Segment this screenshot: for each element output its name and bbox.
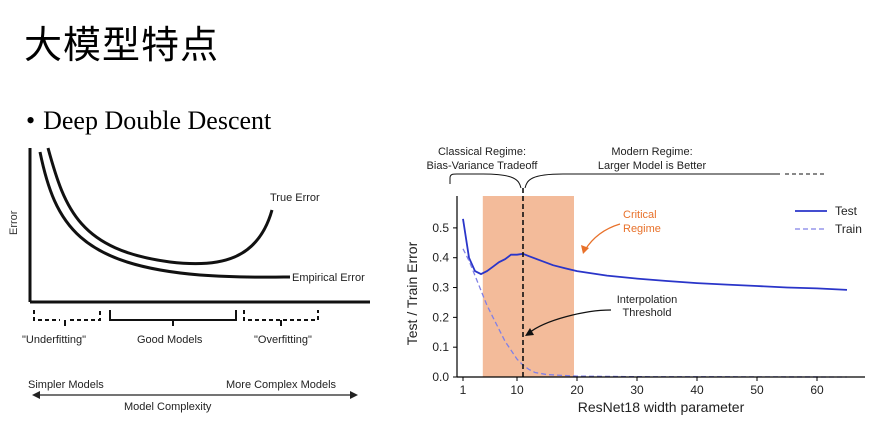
legend-label-test: Test bbox=[835, 204, 858, 218]
bullet-item: • Deep Double Descent bbox=[26, 106, 271, 136]
x-tick-label: 10 bbox=[510, 383, 524, 397]
x-tick-label: 40 bbox=[690, 383, 704, 397]
underfitting-bracket bbox=[33, 310, 101, 326]
critical-regime-arrow bbox=[584, 223, 621, 251]
critical-regime-label: Regime bbox=[623, 223, 661, 235]
true-error-label: True Error bbox=[270, 192, 320, 204]
chart-y-label: Test / Train Error bbox=[404, 241, 420, 345]
critical-regime-shade bbox=[482, 196, 574, 377]
x-tick-label: 60 bbox=[810, 383, 824, 397]
y-tick-label: 0.2 bbox=[432, 310, 449, 324]
classical-regime-label: Bias-Variance Tradeoff bbox=[427, 160, 539, 172]
overfitting-bracket bbox=[243, 310, 319, 326]
classical-regime-label: Classical Regime: bbox=[438, 146, 526, 158]
interpolation-threshold-arrowhead bbox=[525, 328, 534, 336]
underfitting-label: "Underfitting" bbox=[22, 334, 86, 346]
y-tick-label: 0.3 bbox=[432, 281, 449, 295]
series-line-train bbox=[462, 248, 848, 378]
good-models-bracket bbox=[109, 310, 237, 326]
good-models-label: Good Models bbox=[137, 334, 203, 346]
interpolation-threshold-arrow bbox=[528, 309, 612, 334]
empirical-error-curve bbox=[38, 151, 291, 279]
arrow-right-head bbox=[350, 391, 358, 399]
critical-regime-arrowhead bbox=[581, 245, 589, 254]
x-tick-label: 1 bbox=[460, 383, 467, 397]
simpler-models-label: Simpler Models bbox=[28, 379, 104, 391]
bullet-dot: • bbox=[26, 106, 36, 135]
bullet-text: Deep Double Descent bbox=[43, 106, 272, 135]
classical-error-diagram: Error True Error Empirical Error "Underf… bbox=[0, 140, 385, 430]
y-tick-label: 0.5 bbox=[432, 221, 449, 235]
modern-regime-label: Larger Model is Better bbox=[598, 160, 707, 172]
arrow-left-head bbox=[32, 391, 40, 399]
interpolation-threshold-label: Interpolation bbox=[617, 294, 678, 306]
interpolation-threshold-label: Threshold bbox=[623, 307, 672, 319]
y-tick-label: 0.0 bbox=[432, 370, 449, 384]
legend-label-train: Train bbox=[835, 222, 862, 236]
x-tick-label: 30 bbox=[630, 383, 644, 397]
x-tick-label: 20 bbox=[570, 383, 584, 397]
series-line-test bbox=[462, 218, 848, 291]
x-tick-label: 50 bbox=[750, 383, 764, 397]
overfitting-label: "Overfitting" bbox=[254, 334, 312, 346]
chart-x-label: ResNet18 width parameter bbox=[578, 399, 745, 415]
model-complexity-label: Model Complexity bbox=[124, 401, 212, 413]
slide-title: 大模型特点 bbox=[24, 23, 220, 67]
more-complex-models-label: More Complex Models bbox=[226, 379, 337, 391]
true-error-curve bbox=[46, 147, 274, 266]
modern-regime-brace bbox=[524, 173, 780, 189]
y-tick-label: 0.1 bbox=[432, 340, 449, 354]
classical-regime-brace bbox=[449, 173, 522, 189]
empirical-error-label: Empirical Error bbox=[292, 272, 365, 284]
critical-regime-label: Critical bbox=[623, 209, 657, 221]
y-tick-label: 0.4 bbox=[432, 251, 449, 265]
modern-regime-label: Modern Regime: bbox=[611, 146, 692, 158]
double-descent-chart: 0.0 0.1 0.2 0.3 0.4 0.5 1 10 20 30 40 50 60 ResNet18 … bbox=[404, 146, 865, 415]
diagram-y-label: Error bbox=[8, 210, 20, 235]
